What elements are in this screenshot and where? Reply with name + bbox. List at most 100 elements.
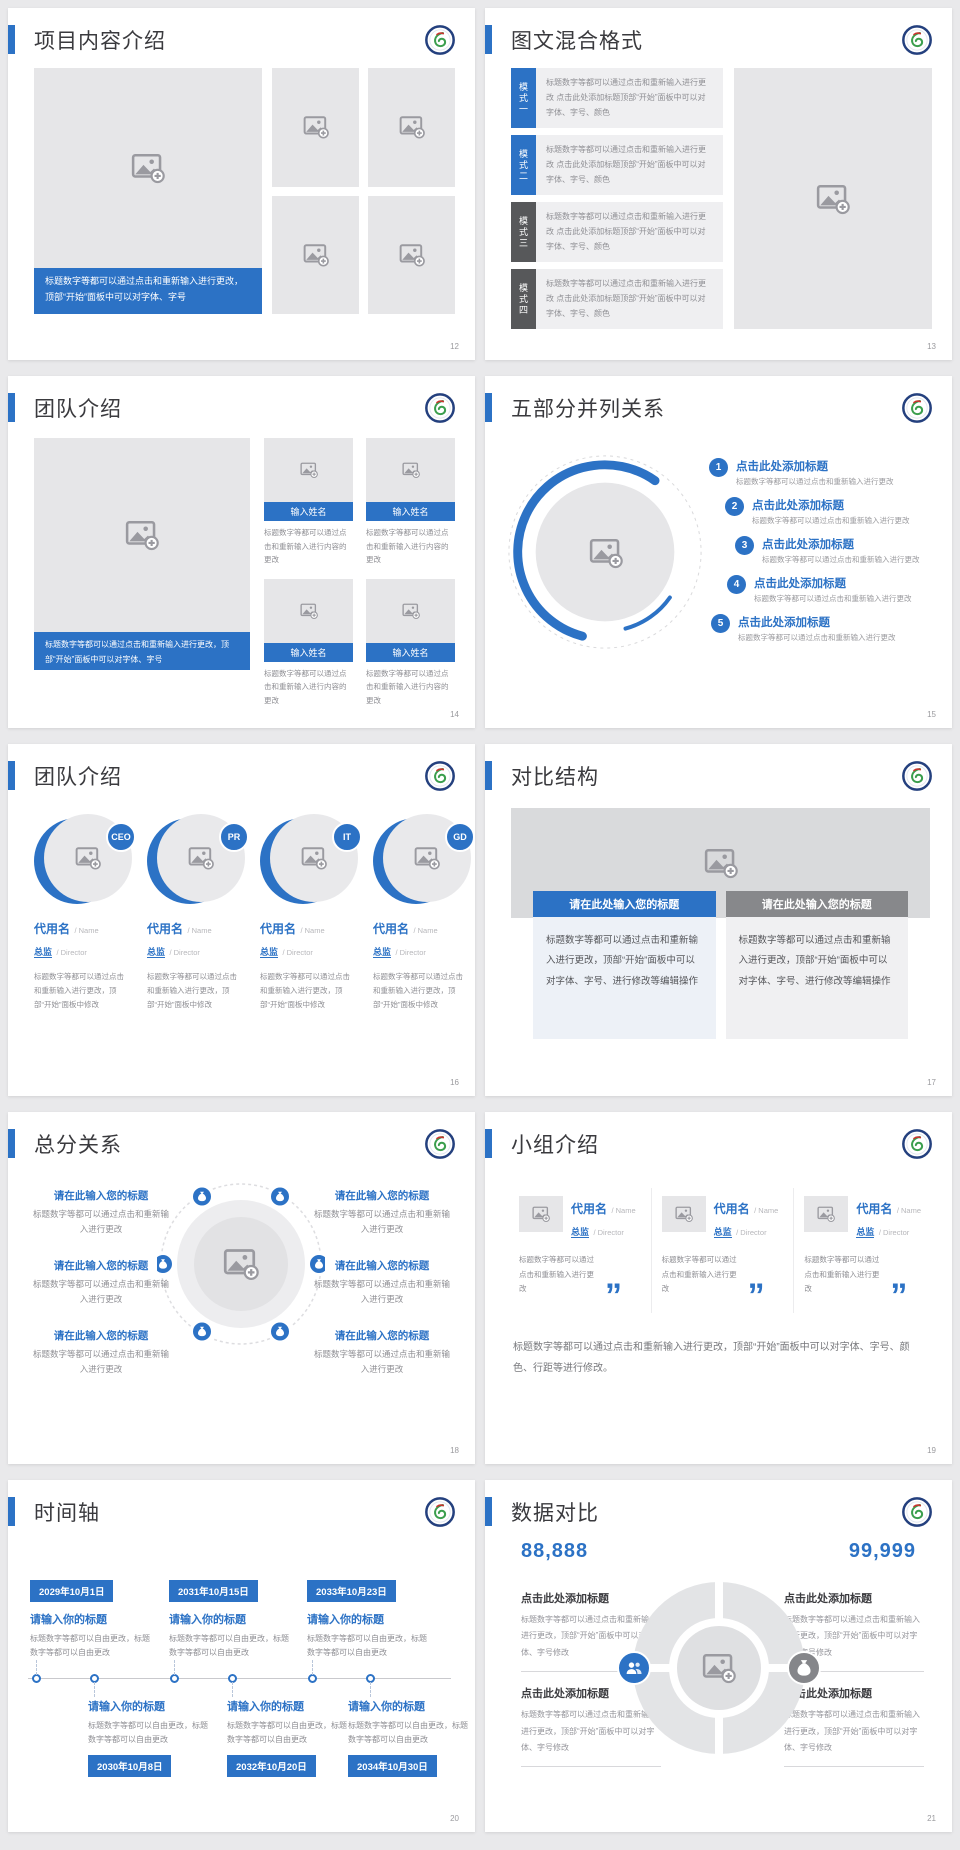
section-title: 点击此处添加标题 <box>521 1593 609 1605</box>
image-placeholder[interactable] <box>804 1196 849 1232</box>
slide-21-data-compare[interactable]: 数据对比 88,888 99,999 点击此处添加标题 标题数字等都可以通过点击… <box>485 1480 952 1832</box>
slide-12-project-content[interactable]: 项目内容介绍 标题数字等都可以通过点击和重新输入进行更改，顶部“开始”面板中可以… <box>8 8 475 360</box>
member-column: 代用名 / Name 总监 / Director 标题数字等都可以通过点击和重新… <box>793 1188 936 1313</box>
slide-title: 团队介绍 <box>34 398 122 421</box>
title-accent-bar <box>8 1129 15 1158</box>
image-placeholder[interactable] <box>34 68 262 268</box>
timeline-item: 请输入你的标题 标题数字等都可以自由更改，标题数字等都可以自由更改 2034年1… <box>348 1698 472 1777</box>
page-number: 12 <box>450 342 459 351</box>
slide-19-group-intro[interactable]: 小组介绍 代用名 / Name 总监 / Director 标题数字等都可以通过… <box>485 1112 952 1464</box>
image-placeholder[interactable] <box>661 1196 706 1232</box>
item-desc: 标题数字等都可以自由更改，标题数字等都可以自由更改 <box>30 1634 150 1658</box>
slide-header: 总分关系 <box>8 1112 475 1160</box>
member-role-en: / Director <box>736 1228 767 1237</box>
member-name-en: / Name <box>896 1206 921 1215</box>
member-name-en: / Name <box>611 1206 636 1215</box>
logo-icon <box>902 761 932 791</box>
title-accent-bar <box>8 25 15 54</box>
avatar: IT <box>260 814 362 908</box>
logo-icon <box>902 25 932 55</box>
image-placeholder[interactable] <box>366 438 455 502</box>
member-desc: 标题数字等都可以通过点击和重新输入进行更改 <box>519 1255 594 1294</box>
item-desc: 标题数字等都可以自由更改，标题数字等都可以自由更改 <box>169 1634 289 1658</box>
slide-content: 88,888 99,999 点击此处添加标题 标题数字等都可以通过点击和重新输入… <box>485 1528 952 1828</box>
footer-note: 标题数字等都可以通过点击和重新输入进行更改，顶部“开始”面板中可以对字体、字号、… <box>513 1342 910 1374</box>
timeline-item: 2033年10月23日 请输入你的标题 标题数字等都可以自由更改，标题数字等都可… <box>307 1580 427 1661</box>
item-desc: 标题数字等都可以通过点击和重新输入进行更改 <box>313 1209 450 1234</box>
image-placeholder[interactable] <box>368 195 455 314</box>
image-placeholder[interactable] <box>264 438 353 502</box>
slide-header: 时间轴 <box>8 1480 475 1528</box>
member-head: 代用名 / Name 总监 / Director <box>804 1188 926 1240</box>
image-placeholder[interactable] <box>34 438 250 632</box>
member-desc: 标题数字等都可以通过点击和重新输入进行更改，顶部“开始”面板中修改 <box>147 972 237 1009</box>
slide-title: 小组介绍 <box>511 1134 599 1157</box>
member-desc: 标题数字等都可以通过点击和重新输入进行更改，顶部“开始”面板中修改 <box>373 972 463 1009</box>
image-placeholder[interactable] <box>272 68 359 187</box>
member-row: CEO 代用名 / Name 总监 / Director 标题数字等都可以通过点… <box>8 792 475 1012</box>
image-placeholder[interactable] <box>272 195 359 314</box>
page-number: 21 <box>927 1814 936 1823</box>
item-desc: 标题数字等都可以通过点击和重新输入进行更改 <box>313 1279 450 1304</box>
card-text: 标题数字等都可以通过点击和重新输入进行内容的更改 <box>366 668 449 705</box>
image-placeholder[interactable] <box>519 1196 563 1232</box>
member-role-en: / Director <box>169 948 200 957</box>
slide-18-hub-spoke[interactable]: 总分关系 <box>8 1112 475 1464</box>
spoke-item: 请在此输入您的标题 标题数字等都可以通过点击和重新输入进行更改 <box>313 1188 451 1237</box>
image-placeholder[interactable] <box>366 578 455 643</box>
column-header: 请在此处输入您的标题 <box>725 891 908 917</box>
section-title: 点击此处添加标题 <box>521 1688 609 1701</box>
item-desc: 标题数字等都可以自由更改，标题数字等都可以自由更改 <box>307 1634 427 1658</box>
member-desc: 标题数字等都可以通过点击和重新输入进行更改，顶部“开始”面板中修改 <box>34 972 124 1009</box>
timeline-connector <box>370 1682 371 1697</box>
slide-13-mixed-format[interactable]: 图文混合格式 模式一 标题数字等都可以通过点击和重新输入进行更改 点击此处添加标… <box>485 8 952 360</box>
member-role: 总监 <box>260 947 279 958</box>
timeline-connector <box>94 1682 95 1697</box>
date-chip: 2034年10月30日 <box>348 1754 437 1777</box>
image-add-icon <box>704 846 738 880</box>
slide-17-comparison[interactable]: 对比结构 请在此处输入您的标题 标题数字等都可以通过点击和重新输入进行更改，顶部… <box>485 744 952 1096</box>
page-number: 20 <box>450 1814 459 1823</box>
slide-15-five-parts[interactable]: 五部分并列关系 1 点击此处添加标题 标题数字等都可以通过点击和重新输入进行更改… <box>485 376 952 728</box>
member-role-en: / Director <box>56 948 87 957</box>
mode-list: 模式一 标题数字等都可以通过点击和重新输入进行更改 点击此处添加标题顶部“开始”… <box>511 68 723 329</box>
numbered-item: 1 点击此处添加标题 标题数字等都可以通过点击和重新输入进行更改 <box>709 458 920 487</box>
item-title: 请在此输入您的标题 <box>334 1330 430 1342</box>
column-header: 请在此处输入您的标题 <box>533 891 716 917</box>
item-desc: 标题数字等都可以通过点击和重新输入进行更改 <box>313 1349 450 1374</box>
item-title: 请在此输入您的标题 <box>53 1190 149 1202</box>
title-accent-bar <box>8 1497 15 1526</box>
slide-header: 团队介绍 <box>8 376 475 424</box>
slide-16-team-intro[interactable]: 团队介绍 CEO 代用名 / Name 总监 / Director 标题数字等都… <box>8 744 475 1096</box>
timeline-item: 2029年10月1日 请输入你的标题 标题数字等都可以自由更改，标题数字等都可以… <box>30 1580 150 1661</box>
avatar: CEO <box>34 814 136 908</box>
image-placeholder[interactable] <box>734 68 932 329</box>
image-add-icon[interactable] <box>589 536 623 570</box>
member-body: 标题数字等都可以通过点击和重新输入进行更改 <box>804 1253 926 1313</box>
quote-icon <box>748 1279 765 1313</box>
image-add-icon <box>402 602 420 620</box>
image-placeholder[interactable] <box>368 68 455 187</box>
member-role: 总监 <box>147 947 166 958</box>
logo-icon <box>425 1129 455 1159</box>
item-desc: 标题数字等都可以通过点击和重新输入进行更改 <box>32 1209 169 1234</box>
slide-14-team-intro[interactable]: 团队介绍 标题数字等都可以通过点击和重新输入进行更改，顶部“开始”面板中可以对字… <box>8 376 475 728</box>
title-accent-bar <box>485 1129 492 1158</box>
member-column: PR 代用名 / Name 总监 / Director 标题数字等都可以通过点击… <box>147 814 249 1012</box>
image-add-icon <box>816 182 850 216</box>
number-badge: 2 <box>725 497 744 516</box>
image-placeholder[interactable] <box>264 578 353 643</box>
section-desc: 标题数字等都可以通过点击和重新输入进行更改，顶部“开始”面板中可以对字体、字号修… <box>521 1710 657 1752</box>
slide-20-timeline[interactable]: 时间轴 2029年10月1日 请输入你的标题 标题数字等都可以自由更改，标题数字… <box>8 1480 475 1832</box>
image-add-icon <box>399 114 425 140</box>
mode-row: 模式二 标题数字等都可以通过点击和重新输入进行更改 点击此处添加标题顶部“开始”… <box>511 135 723 195</box>
slide-content: 标题数字等都可以通过点击和重新输入进行更改，顶部“开始”面板中可以对字体、字号 … <box>8 424 475 707</box>
member-name: 代用名 <box>713 1202 750 1216</box>
mode-tab: 模式四 <box>511 269 536 329</box>
page-number: 16 <box>450 1078 459 1087</box>
spoke-item: 请在此输入您的标题 标题数字等都可以通过点击和重新输入进行更改 <box>32 1328 170 1377</box>
member-role: 总监 <box>34 947 53 958</box>
member-desc: 标题数字等都可以通过点击和重新输入进行更改 <box>804 1255 880 1294</box>
item-title: 点击此处添加标题 <box>754 578 846 590</box>
spoke-item: 请在此输入您的标题 标题数字等都可以通过点击和重新输入进行更改 <box>32 1188 170 1237</box>
